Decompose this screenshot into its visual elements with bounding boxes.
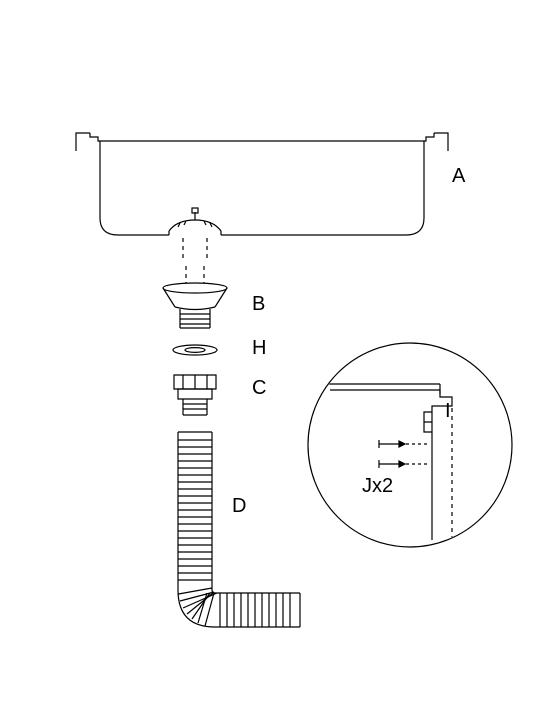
sink-part [76,133,448,235]
label-sink: A [452,165,465,188]
label-clip: I [445,400,451,423]
drainpipe-part [178,432,300,627]
coupling-part [174,375,216,415]
label-drainpipe: D [232,495,246,518]
washer-part [173,345,217,355]
label-screws: Jx2 [362,475,393,498]
detail-inset [308,343,512,547]
label-coupling: C [252,377,266,400]
label-strainer: B [252,293,265,316]
strainer-part [163,283,227,328]
label-washer: H [252,337,266,360]
assembly-diagram [0,0,540,720]
